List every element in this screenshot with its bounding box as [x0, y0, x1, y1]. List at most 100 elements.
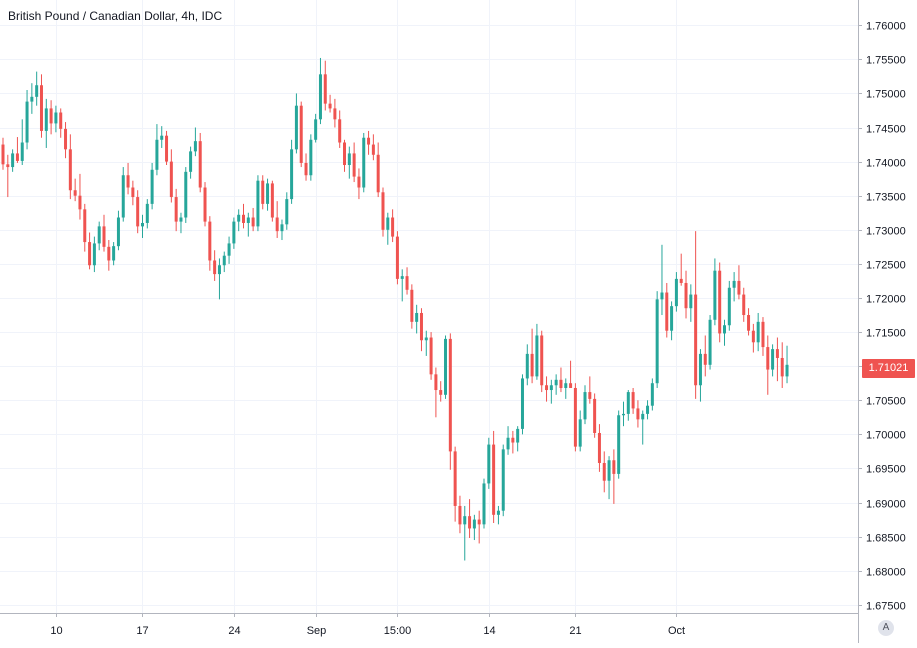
candle-body [626, 392, 630, 414]
candle-body [64, 128, 68, 150]
candle-down [203, 182, 207, 227]
y-tick-label: 1.74500 [866, 124, 906, 136]
candle-body [352, 153, 356, 177]
candle-body [11, 153, 15, 168]
candle-up [641, 410, 645, 445]
candle-down [761, 317, 765, 356]
candle-up [785, 345, 789, 384]
candle-body [708, 319, 712, 365]
candle-up [617, 410, 621, 479]
candle-down [511, 430, 515, 454]
candle-down [602, 451, 606, 493]
candle-body [371, 144, 375, 155]
candle-down [64, 122, 68, 159]
candle-body [386, 217, 390, 230]
candle-up [116, 210, 120, 251]
candle-down [39, 74, 43, 138]
candle-up [549, 379, 553, 404]
candle-down [83, 203, 87, 252]
candle-body [309, 139, 313, 176]
candle-down [78, 173, 82, 220]
candle-body [554, 379, 558, 386]
candle-body [602, 462, 606, 481]
candle-down [780, 342, 784, 388]
candle-down [174, 188, 178, 232]
candle-body [694, 294, 698, 386]
candle-down [73, 178, 77, 202]
candle-up [525, 344, 529, 386]
candle-down [694, 231, 698, 399]
x-tick-label: 24 [228, 625, 240, 637]
candle-body [294, 105, 298, 150]
candle-body [660, 292, 664, 300]
candle-body [49, 108, 53, 124]
candle-down [6, 154, 10, 198]
candle-body [405, 276, 409, 290]
candle-up [232, 217, 236, 249]
candle-down [131, 180, 135, 206]
candle-up [723, 319, 726, 346]
candle-body [573, 387, 577, 447]
candle-body [395, 236, 399, 279]
candle-up [35, 71, 39, 106]
candle-body [410, 289, 414, 322]
candle-up [578, 410, 582, 452]
candle-body [732, 280, 736, 288]
candle-body [39, 85, 43, 131]
candle-up [314, 113, 318, 143]
candle-body [641, 413, 645, 420]
candle-down [747, 308, 751, 336]
candle-body [617, 415, 621, 474]
candle-body [304, 162, 308, 176]
candle-up [155, 124, 159, 176]
candle-body [761, 321, 765, 348]
candle-up [564, 378, 568, 399]
candle-down [391, 209, 395, 243]
y-tick-label: 1.69500 [866, 464, 906, 476]
candle-down [540, 330, 544, 393]
candle-up [237, 209, 241, 232]
candle-up [150, 162, 154, 210]
candle-body [525, 353, 529, 379]
candle-up [626, 390, 630, 421]
candle-body [727, 287, 731, 326]
candle-up [193, 127, 197, 157]
candle-body [780, 357, 784, 377]
candle-down [88, 232, 92, 270]
candle-down [410, 284, 414, 329]
x-tick-label: Oct [668, 625, 685, 637]
candle-up [179, 212, 183, 234]
candle-up [11, 149, 15, 172]
candle-down [453, 446, 457, 522]
candle-up [520, 374, 524, 435]
x-tick-label: 17 [136, 625, 148, 637]
chart-title: British Pound / Canadian Dollar, 4h, IDC [8, 9, 223, 23]
y-tick-label: 1.68500 [866, 533, 906, 545]
candle-body [718, 270, 722, 334]
auto-scale-button[interactable]: A [878, 620, 894, 636]
x-tick-label: Sep [307, 625, 327, 637]
candle-up [318, 57, 322, 125]
candle-body [703, 353, 707, 365]
candle-down [126, 162, 130, 195]
candle-body [751, 330, 755, 343]
candle-down [261, 175, 265, 210]
candle-body [145, 203, 149, 223]
candle-body [136, 197, 140, 227]
candle-body [155, 139, 159, 170]
candle-body [59, 112, 63, 129]
candle-body [92, 243, 96, 266]
candle-body [323, 74, 327, 104]
candle-body [261, 180, 265, 204]
candle-body [569, 383, 573, 388]
candle-body [540, 335, 544, 386]
candle-down [251, 207, 255, 232]
candle-down [468, 499, 472, 538]
candle-up [771, 344, 775, 377]
candle-body [251, 217, 255, 227]
candle-up [121, 167, 125, 222]
candle-up [189, 146, 193, 179]
candle-body [458, 505, 462, 525]
